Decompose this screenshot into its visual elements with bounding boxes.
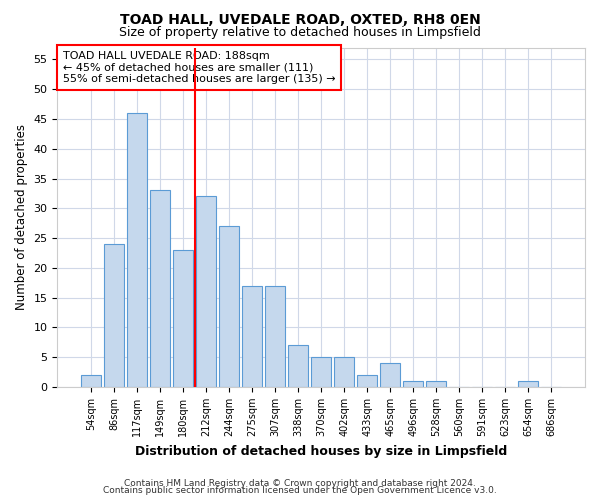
Bar [82,375,101,387]
Text: TOAD HALL, UVEDALE ROAD, OXTED, RH8 0EN: TOAD HALL, UVEDALE ROAD, OXTED, RH8 0EN [119,12,481,26]
Bar [196,196,216,387]
Bar [104,244,124,387]
X-axis label: Distribution of detached houses by size in Limpsfield: Distribution of detached houses by size … [135,444,508,458]
Bar [173,250,193,387]
Text: Contains HM Land Registry data © Crown copyright and database right 2024.: Contains HM Land Registry data © Crown c… [124,478,476,488]
Bar [151,190,170,387]
Bar [311,357,331,387]
Bar [427,381,446,387]
Bar [220,226,239,387]
Bar [289,346,308,387]
Text: Contains public sector information licensed under the Open Government Licence v3: Contains public sector information licen… [103,486,497,495]
Bar [380,363,400,387]
Bar [403,381,423,387]
Text: TOAD HALL UVEDALE ROAD: 188sqm
← 45% of detached houses are smaller (111)
55% of: TOAD HALL UVEDALE ROAD: 188sqm ← 45% of … [62,51,335,84]
Bar [242,286,262,387]
Bar [265,286,285,387]
Bar [127,113,147,387]
Bar [518,381,538,387]
Text: Size of property relative to detached houses in Limpsfield: Size of property relative to detached ho… [119,26,481,39]
Y-axis label: Number of detached properties: Number of detached properties [15,124,28,310]
Bar [358,375,377,387]
Bar [334,357,354,387]
